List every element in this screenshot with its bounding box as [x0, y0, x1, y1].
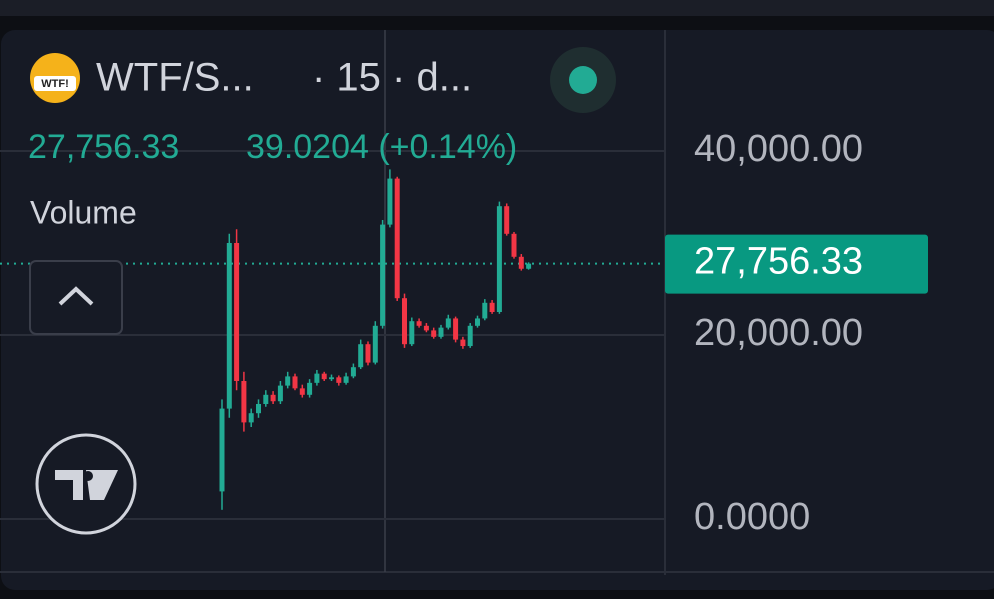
candle-body: [292, 376, 298, 389]
candle-body: [241, 381, 247, 423]
symbol-icon-badge: [34, 76, 76, 91]
logo-dot: [83, 471, 93, 481]
candle-body: [416, 321, 422, 326]
collapse-icon: [58, 286, 94, 306]
candle-body: [467, 325, 473, 347]
y-tick-label: 40,000.00: [694, 128, 863, 170]
candle-body: [445, 318, 451, 328]
logo[interactable]: [35, 433, 137, 535]
live-indicator: [569, 66, 597, 94]
candle-body: [526, 263, 532, 269]
candle-body: [285, 376, 291, 386]
candle-body: [402, 298, 407, 345]
top-bar: [0, 0, 994, 16]
candle-body: [358, 344, 364, 368]
candle-body: [431, 330, 437, 337]
candle-body: [504, 206, 510, 234]
y-tick-label: 0.0000: [694, 496, 810, 538]
volume-label: Volume: [30, 194, 137, 230]
candle-body: [475, 318, 480, 326]
candle-body: [270, 394, 276, 402]
candle-body: [511, 233, 517, 257]
candle-body: [482, 302, 488, 319]
candle-body: [496, 206, 502, 313]
candle-body: [234, 243, 240, 382]
candle-body: [226, 243, 232, 409]
y-tick-label: 20,000.00: [694, 312, 863, 354]
candle-body: [256, 404, 261, 414]
candle-body: [518, 256, 524, 269]
candle-body: [387, 178, 393, 225]
last-price: 27,756.33: [28, 128, 179, 166]
collapse-button[interactable]: [29, 260, 123, 335]
candle-body: [336, 377, 342, 383]
candle-body: [219, 408, 225, 492]
candle-body: [350, 367, 356, 377]
candle-body: [489, 302, 495, 313]
interval: · 15 · d...: [312, 56, 472, 100]
candle-body: [299, 388, 305, 395]
symbol: WTF/S...: [96, 56, 254, 100]
price-change: 39.0204 (+0.14%): [246, 128, 517, 166]
candle-body: [394, 178, 400, 299]
candles: [219, 169, 532, 510]
candle-body: [380, 224, 386, 326]
candle-body: [365, 344, 371, 363]
candle-body: [423, 325, 429, 331]
last-price-label: 27,756.33: [694, 241, 863, 283]
candle-body: [248, 413, 254, 423]
candle-body: [321, 373, 327, 380]
candle-body: [329, 377, 334, 380]
candle-body: [307, 382, 313, 395]
candle-body: [460, 339, 466, 347]
candle-body: [314, 373, 320, 383]
icon-text: WTF!: [41, 78, 68, 90]
logo-mark: [55, 470, 118, 500]
candle-body: [372, 325, 378, 363]
candle-body: [263, 394, 269, 405]
candle-body: [453, 318, 459, 340]
last-price-box: [665, 234, 928, 294]
candle-body: [438, 327, 444, 337]
candle-body: [277, 385, 283, 402]
axis-labels: 40,000.00 20,000.00 0.0000 27,756.33: [665, 128, 928, 538]
candle-body: [343, 376, 349, 383]
candle-body: [409, 321, 415, 345]
